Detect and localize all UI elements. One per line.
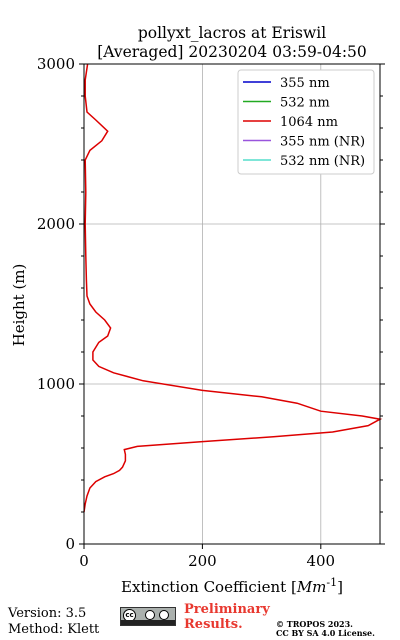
y-tick-label: 1000 [37,375,75,393]
preliminary-notice: Preliminary Results. [184,602,270,632]
legend-label: 355 nm [280,76,330,91]
preliminary-line-2: Results. [184,617,243,632]
x-axis-label: Extinction Coefficient [Mm-1] [121,576,343,596]
plot-frame [83,63,381,545]
series-lines [83,63,383,513]
legend-box [237,69,375,175]
sa-icon [159,610,169,620]
y-tick-label: 0 [65,535,75,553]
y-axis-label: Height (m) [10,264,28,347]
version-text: Version: 3.5 [8,606,87,621]
x-tick-label: 0 [79,552,89,570]
extinction-chart: 0 200 400 0 1000 2000 3000 pollyxt_lacros at E… [10,24,385,596]
legend-label: 355 nm (NR) [280,135,365,150]
y-tick-label: 2000 [37,215,75,233]
axis-ticks: 0 200 400 0 1000 2000 3000 [37,55,385,570]
copyright-notice: © TROPOS 2023. CC BY SA 4.0 License. [276,620,375,638]
by-icon [145,610,155,620]
legend: 355 nm 532 nm 1064 nm 355 nm (NR) 532 nm (NR… [237,69,375,175]
series-line-1064-nm [83,63,383,513]
preliminary-line-1: Preliminary [184,602,270,617]
legend-label: 532 nm (NR) [280,154,365,169]
copyright-line-2: CC BY SA 4.0 License. [276,628,375,638]
chart-subtitle: [Averaged] 20230204 03:59-04:50 [97,43,367,61]
x-tick-label: 200 [188,552,217,570]
x-tick-label: 400 [306,552,335,570]
legend-label: 1064 nm [280,115,338,130]
copyright-line-1: © TROPOS 2023. [276,619,353,629]
y-tick-label: 3000 [37,55,75,73]
chart-title: pollyxt_lacros at Eriswil [138,24,326,42]
method-text: Method: Klett [8,622,100,637]
legend-label: 532 nm [280,96,330,111]
cc-by-sa-icon: cc [120,607,176,626]
